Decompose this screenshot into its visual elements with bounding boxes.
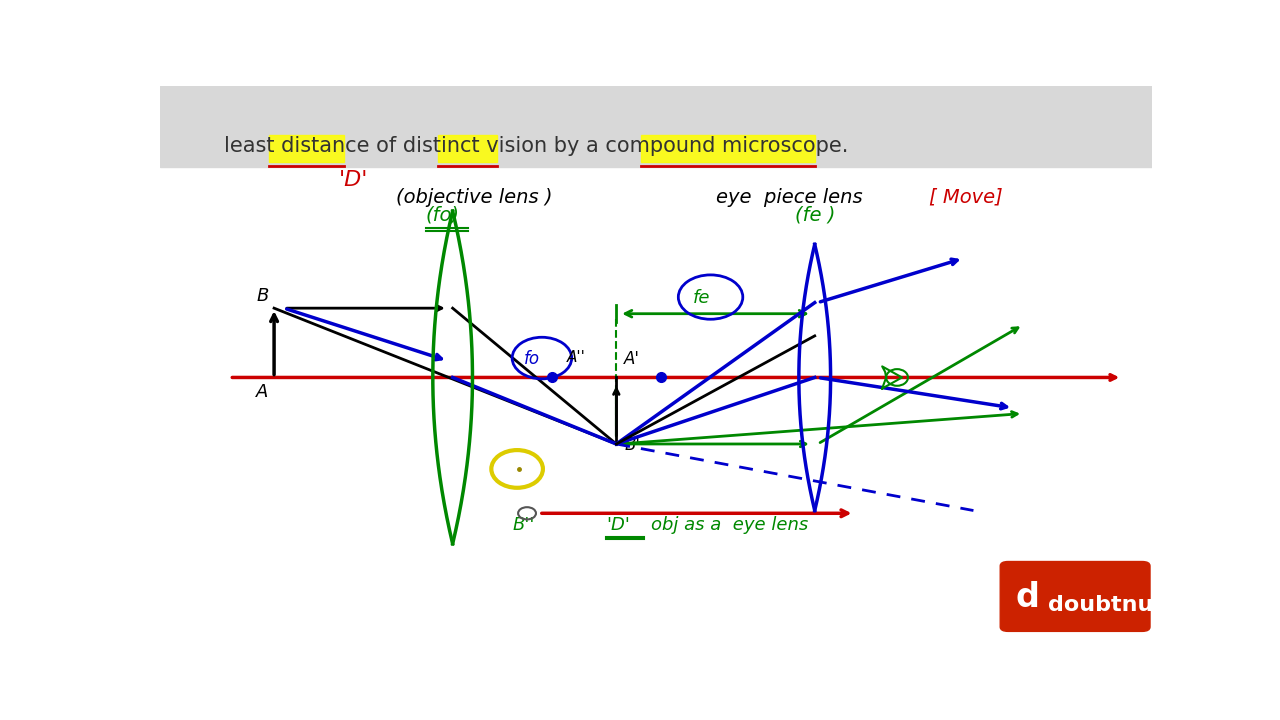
Text: B'': B'' <box>512 516 535 534</box>
Text: A: A <box>256 383 269 401</box>
Text: 'D': 'D' <box>607 516 630 534</box>
Text: [ Move]: [ Move] <box>929 188 1002 207</box>
FancyBboxPatch shape <box>438 135 498 162</box>
Text: A': A' <box>625 350 640 368</box>
Text: (fe ): (fe ) <box>795 206 836 225</box>
Text: (fo): (fo) <box>426 206 460 225</box>
Text: least distance of distinct vision by a compound microscope.: least distance of distinct vision by a c… <box>224 136 849 156</box>
Text: fo: fo <box>524 350 540 368</box>
FancyBboxPatch shape <box>641 135 814 162</box>
Text: B': B' <box>625 436 640 454</box>
FancyBboxPatch shape <box>269 135 343 162</box>
FancyBboxPatch shape <box>1000 562 1149 631</box>
Text: B: B <box>256 287 269 305</box>
Text: obj as a  eye lens: obj as a eye lens <box>652 516 808 534</box>
FancyBboxPatch shape <box>160 86 1152 167</box>
Text: d: d <box>1015 581 1039 614</box>
Text: A'': A'' <box>567 351 585 366</box>
Text: doubtnut: doubtnut <box>1048 595 1164 615</box>
Text: fe: fe <box>692 289 710 307</box>
Text: eye  piece lens: eye piece lens <box>716 188 863 207</box>
Text: (objective lens ): (objective lens ) <box>396 188 553 207</box>
Text: 'D': 'D' <box>338 170 367 190</box>
